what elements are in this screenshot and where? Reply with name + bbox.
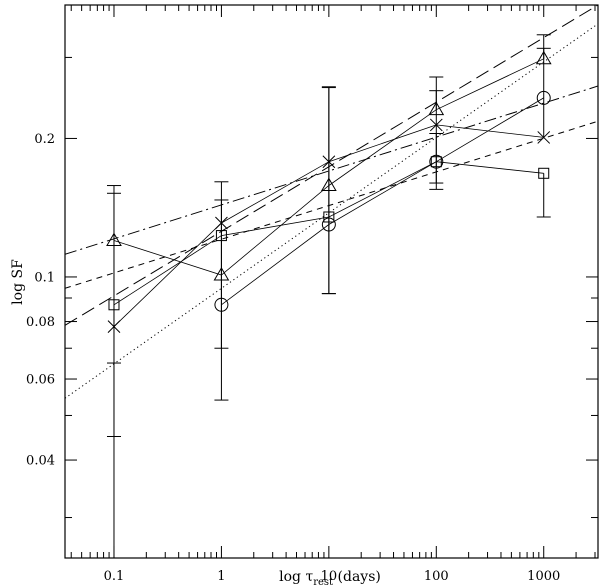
y-tick-label: 0.06 [26, 373, 55, 388]
fit-line-dotted [65, 23, 598, 399]
x-axis-title-subscript: rest [313, 577, 333, 588]
fit-lines [65, 5, 598, 399]
x-tick-labels: 0.1 1 10 100 1000 [104, 569, 561, 584]
axis-ticks [65, 5, 598, 558]
fit-line-dash-dot [65, 85, 598, 255]
data-point-square [538, 167, 550, 179]
x-axis-title-main: log τ [279, 569, 313, 585]
data-point-x [537, 131, 551, 144]
y-tick-label: 0.04 [26, 454, 55, 469]
series-none [106, 185, 121, 438]
x-tick-label: 1 [217, 569, 225, 584]
y-tick-label: 0.2 [34, 132, 55, 147]
x-axis-title: log τrest (days) [279, 569, 381, 588]
series-x [106, 47, 551, 558]
series-line-circle [221, 97, 544, 306]
data-point-x [215, 216, 228, 230]
data-point-x [322, 155, 336, 169]
fit-line-short-dash [65, 120, 598, 289]
x-tick-label: 100 [424, 569, 449, 584]
data-point-x [429, 118, 443, 132]
plot-frame [64, 4, 599, 559]
y-tick-label: 0.1 [34, 270, 55, 285]
y-axis-title: log SF [10, 259, 26, 305]
x-tick-label: 10 [321, 569, 338, 584]
y-tick-label: 0.08 [26, 315, 55, 330]
fit-line-long-dash [65, 5, 598, 326]
x-tick-label: 1000 [527, 569, 560, 584]
plot-area [65, 5, 598, 558]
x-axis-title-suffix: (days) [333, 569, 381, 585]
y-tick-labels: 0.04 0.06 0.08 0.1 0.2 [26, 132, 55, 469]
x-tick-label: 0.1 [104, 569, 125, 584]
